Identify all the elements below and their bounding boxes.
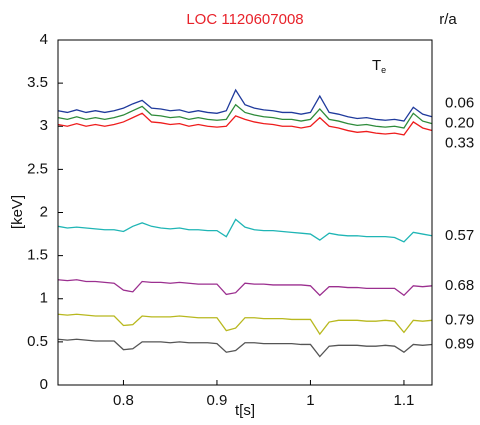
annotation-subscript: e: [381, 65, 386, 75]
y-tick-label: 3.5: [27, 74, 48, 91]
x-tick-label: 0.8: [113, 392, 134, 409]
series-label: 0.79: [445, 311, 474, 328]
series-label: 0.89: [445, 335, 474, 352]
x-tick-label: 1: [306, 392, 314, 409]
series-line: [57, 88, 433, 122]
series-line: [57, 218, 433, 243]
y-tick-label: 1.5: [27, 247, 48, 264]
y-tick-label: 0.5: [27, 333, 48, 350]
annotation: Te: [372, 57, 386, 75]
legend-title: r/a: [439, 11, 457, 28]
chart-title: LOC 1120607008: [186, 11, 303, 28]
series-label: 0.06: [445, 95, 474, 112]
x-tick-label: 1.1: [394, 392, 415, 409]
series-label: 0.20: [445, 115, 474, 132]
series-line: [57, 103, 433, 129]
series-label: 0.57: [445, 227, 474, 244]
y-tick-label: 3: [40, 117, 48, 134]
plot-lines: [57, 88, 433, 358]
y-tick-label: 2: [40, 203, 48, 220]
series-line: [57, 313, 433, 336]
y-tick-label: 2.5: [27, 160, 48, 177]
series-label: 0.68: [445, 277, 474, 294]
y-tick-label: 4: [40, 31, 48, 48]
y-tick-label: 1: [40, 290, 48, 307]
x-tick-label: 0.9: [207, 392, 228, 409]
annotation-text: T: [372, 57, 381, 74]
y-axis-label: [keV]: [9, 195, 26, 229]
series-label: 0.33: [445, 135, 474, 152]
x-axis-label: t[s]: [235, 402, 255, 419]
series-line: [57, 279, 433, 297]
series-line: [57, 338, 433, 358]
plot-frame: [57, 39, 433, 386]
y-tick-label: 0: [40, 376, 48, 393]
series-line: [57, 112, 433, 136]
